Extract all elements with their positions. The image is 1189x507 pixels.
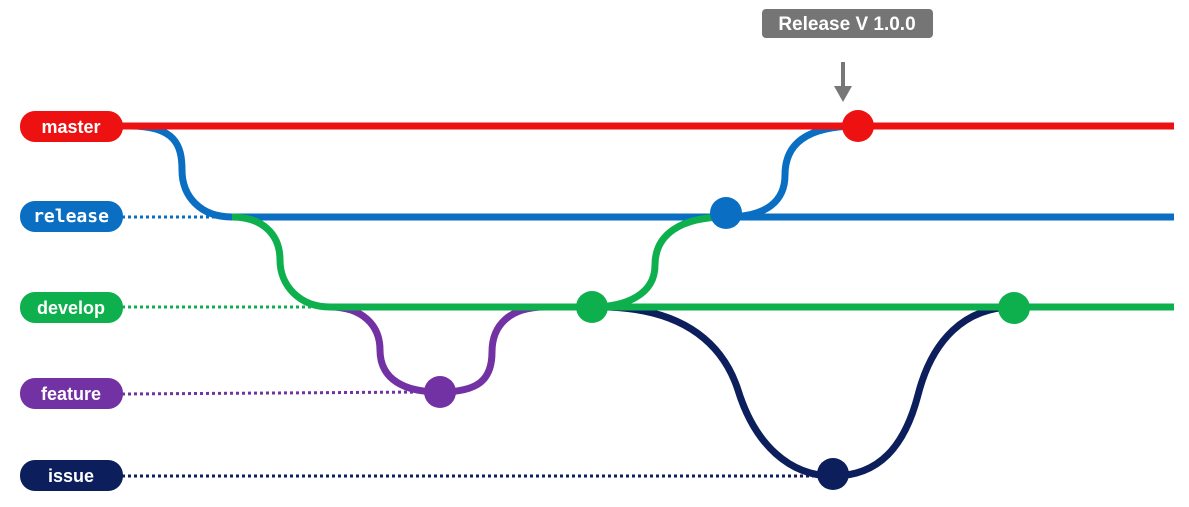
connector-feature bbox=[121, 390, 426, 396]
release-to-develop-curve bbox=[231, 213, 331, 311]
branch-labels: master release develop feature issue bbox=[20, 111, 123, 491]
branch-label-master: master bbox=[41, 117, 100, 137]
feature-to-develop-curve bbox=[439, 303, 546, 396]
branch-pill-feature: feature bbox=[20, 378, 123, 409]
release-tag: Release V 1.0.0 bbox=[762, 9, 933, 102]
branch-pill-release: release bbox=[20, 201, 123, 232]
branch-pill-issue: issue bbox=[20, 460, 123, 491]
commit-feature bbox=[424, 376, 456, 408]
commit-develop-1 bbox=[576, 291, 608, 323]
branch-label-issue: issue bbox=[48, 466, 94, 486]
develop-to-feature-curve bbox=[329, 303, 441, 396]
release-to-master-curve bbox=[725, 122, 859, 221]
branch-paths bbox=[122, 122, 1174, 480]
commit-nodes bbox=[424, 110, 1030, 490]
release-tag-box bbox=[762, 9, 933, 38]
commit-master-release bbox=[842, 110, 874, 142]
branch-label-release: release bbox=[33, 206, 109, 227]
develop-to-issue-curve bbox=[599, 303, 834, 480]
develop-to-release-curve bbox=[591, 213, 727, 311]
commit-issue bbox=[817, 458, 849, 490]
commit-release bbox=[710, 197, 742, 229]
branch-pill-master: master bbox=[20, 111, 123, 142]
release-tag-text: Release V 1.0.0 bbox=[778, 14, 915, 35]
issue-to-develop-curve bbox=[832, 303, 1015, 480]
branch-label-feature: feature bbox=[41, 384, 101, 404]
master-to-release-curve bbox=[129, 122, 233, 221]
commit-develop-2 bbox=[998, 292, 1030, 324]
down-arrow-icon bbox=[834, 62, 852, 102]
branch-label-develop: develop bbox=[37, 298, 105, 318]
branch-pill-develop: develop bbox=[20, 292, 123, 323]
